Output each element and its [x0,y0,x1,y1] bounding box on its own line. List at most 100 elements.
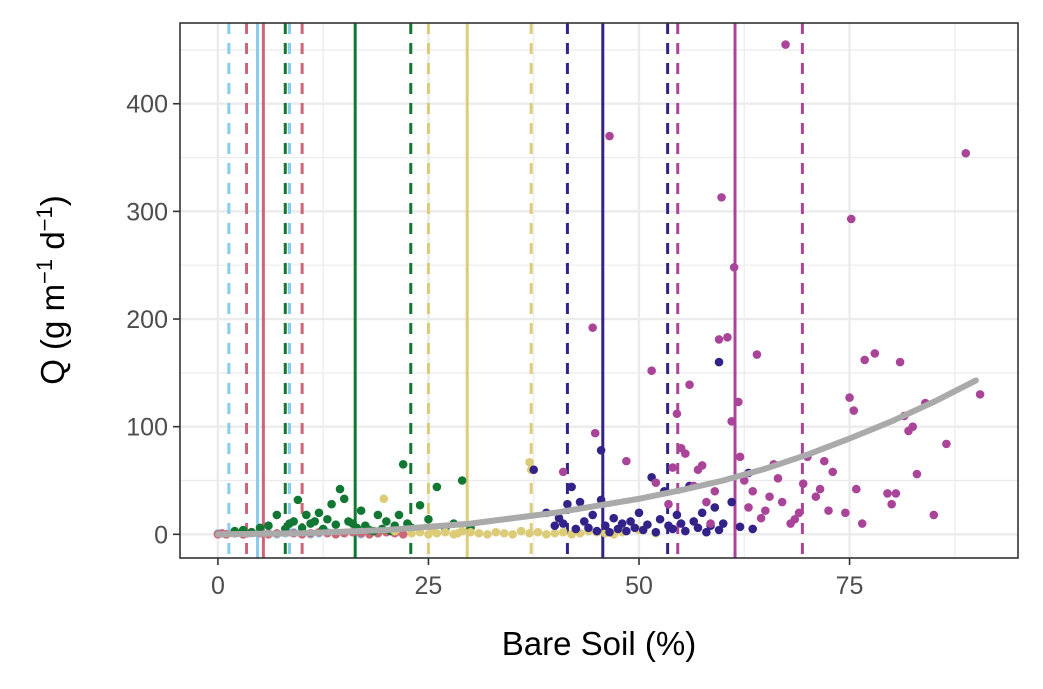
data-point [314,508,324,518]
y-tick-label: 100 [126,414,168,442]
data-point [739,476,749,485]
data-point [846,214,856,224]
data-point [748,524,758,534]
data-point [961,148,971,158]
data-point [891,489,901,498]
y-tick-label: 400 [126,91,168,119]
data-point [706,519,715,528]
data-point [942,439,951,449]
axes: 0 25 50 75 0 100 200 300 400 [126,91,863,600]
x-axis-title: Bare Soil (%) [502,625,696,662]
data-point [975,390,985,399]
data-point [272,510,282,520]
data-point [717,193,726,202]
data-point [727,416,736,426]
data-point [440,527,450,537]
data-point [845,393,854,402]
data-point [605,131,614,141]
data-point [697,461,707,470]
data-point [592,526,602,536]
data-point [668,463,677,472]
panel-border [179,22,1019,559]
data-point [398,460,408,469]
data-point [310,517,320,526]
data-point [533,527,543,537]
data-point [824,506,833,515]
data-point [651,527,661,537]
data-point [483,530,492,539]
data-point [432,482,442,492]
data-point [457,476,467,485]
data-point [685,380,694,389]
data-point [702,527,711,537]
data-point [729,263,739,272]
data-point [356,506,366,515]
data-point [588,323,597,332]
data-point [714,525,724,535]
y-axis-title: Q (g m−1 d−1) [32,195,71,385]
data-point [714,357,724,367]
data-point [664,499,673,509]
data-point [723,333,732,342]
data-point [761,506,770,515]
data-point [929,510,939,520]
data-point [895,357,905,367]
data-point [883,489,892,498]
data-point [382,517,391,526]
data-point [609,513,619,523]
data-point [525,528,534,538]
data-point [297,523,307,533]
data-point [841,508,850,518]
data-point [550,521,560,531]
data-point [491,527,501,537]
x-tick-label: 50 [625,572,653,600]
data-point [781,40,790,49]
data-point [777,497,787,507]
series-6-points [558,40,985,528]
data-point [601,521,610,531]
data-point [752,350,762,359]
data-point [815,484,825,494]
data-point [912,469,922,479]
data-point [668,524,677,534]
data-point [516,526,526,536]
data-point [651,478,661,487]
data-point [466,527,475,537]
data-point [702,497,711,507]
y-tick-label: 0 [154,521,168,549]
data-point [689,517,699,526]
data-point [718,519,728,528]
x-tick-label: 75 [836,572,864,600]
data-point [849,406,859,415]
data-point [289,517,298,526]
data-point [693,523,703,533]
data-point [255,523,265,533]
data-point [432,528,442,538]
data-point [584,523,593,533]
data-point [744,503,753,512]
data-point [870,349,880,358]
data-point [335,484,345,494]
data-point [457,526,467,536]
data-point [567,482,576,492]
data-point [887,499,896,509]
data-point [558,519,568,528]
data-point [617,519,627,528]
data-point [798,479,808,489]
data-point [681,526,690,536]
data-point [794,508,804,518]
data-point [563,499,572,509]
data-point [622,456,631,466]
data-point [558,527,568,537]
data-point [727,497,736,507]
data-point [857,519,867,528]
data-point [681,449,690,458]
data-point [579,517,589,526]
data-point [558,467,568,477]
data-point [626,517,635,526]
data-point [828,467,838,477]
data-point [605,527,614,537]
data-point [264,521,273,531]
